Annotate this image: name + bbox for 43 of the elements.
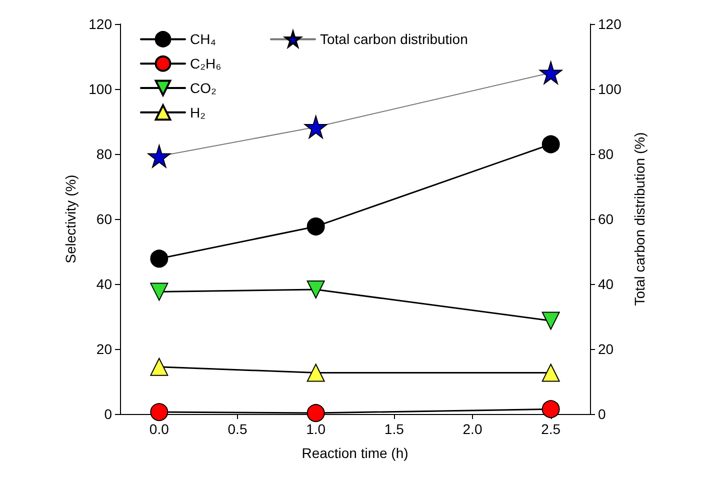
y-tick-label: 0 [104,406,112,422]
y-tick-label: 120 [88,16,112,32]
point [150,250,168,268]
y2-tick-label: 60 [598,211,614,227]
x-axis-title: Reaction time (h) [302,445,408,461]
point [150,282,168,301]
point [542,400,560,418]
legend-label: C₂H₆ [190,56,222,72]
x-tick-label: 0.0 [149,421,170,437]
y2-axis-title: Total carbon distribution (%) [631,132,648,306]
y2-tick-label: 80 [598,146,614,162]
point [306,280,325,299]
legend-label: CO₂ [190,80,216,96]
y-tick-label: 100 [88,81,112,97]
point [306,404,325,422]
x-tick-label: 2.0 [462,421,482,437]
legend-label: CH₄ [190,31,216,48]
x-tick-label: 0.5 [228,421,248,437]
point [542,364,560,382]
y2-tick-label: 100 [598,81,622,97]
y2-tick-label: 0 [598,406,606,422]
y2-tick-label: 20 [598,341,614,357]
y2-tick-label: 120 [598,16,622,32]
point [150,403,168,422]
point [306,364,325,382]
legend-label: H₂ [190,104,206,120]
y-tick-label: 80 [96,146,112,162]
point [150,358,168,376]
x-tick-label: 1.5 [384,421,404,437]
y-tick-label: 40 [96,276,112,292]
point [542,312,560,330]
y-axis-title: Selectivity (%) [62,174,79,264]
y-tick-label: 60 [96,211,112,227]
point [539,61,562,84]
point [542,135,560,154]
y-tick-label: 20 [96,341,112,357]
point [304,116,328,139]
point [148,144,171,168]
x-tick-label: 1.0 [306,421,326,437]
y2-tick-label: 40 [598,276,614,292]
x-tick-label: 2.5 [541,421,561,437]
legend-label: Total carbon distribution [320,31,468,48]
point [306,217,325,236]
